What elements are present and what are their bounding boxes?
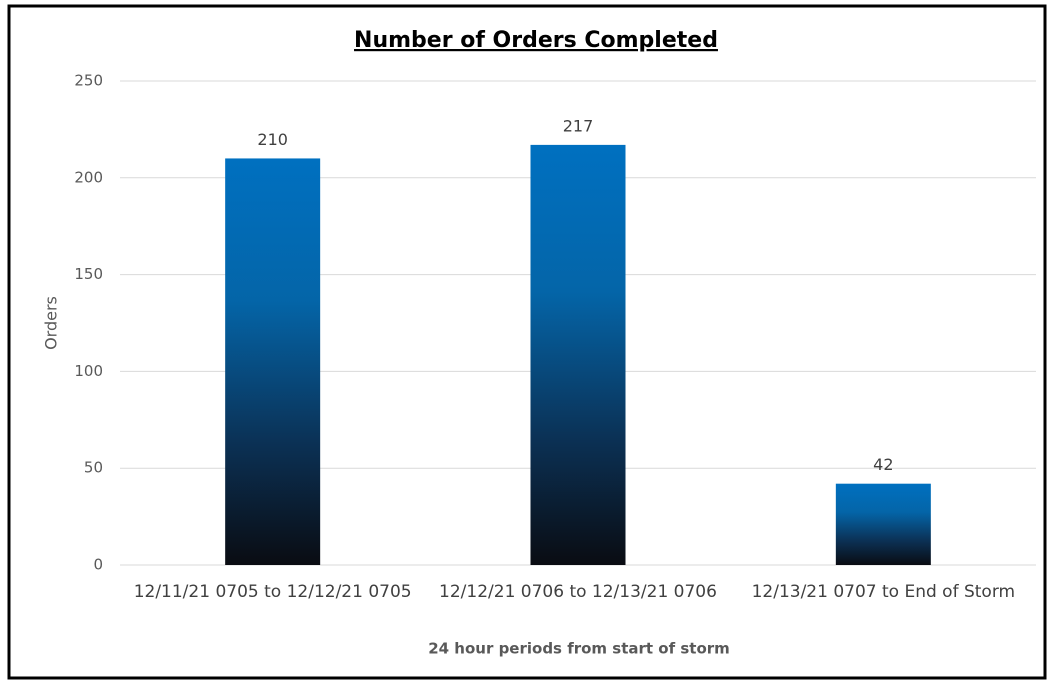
y-tick-label: 200 (74, 168, 103, 186)
y-tick-label: 50 (84, 459, 103, 477)
bar (225, 158, 321, 565)
y-tick-label: 100 (74, 362, 103, 380)
x-axis-label: 24 hour periods from start of storm (428, 640, 730, 658)
data-label: 210 (257, 130, 288, 149)
data-label: 42 (873, 455, 893, 474)
y-tick-label: 150 (74, 265, 103, 283)
frame (7, 4, 1047, 680)
y-tick-label: 250 (74, 72, 103, 90)
y-tick-label: 0 (93, 556, 103, 574)
data-label: 217 (563, 116, 594, 135)
x-tick-label: 12/11/21 0705 to 12/12/21 0705 (133, 582, 412, 602)
bar (530, 144, 626, 565)
x-tick-label: 12/12/21 0706 to 12/13/21 0706 (439, 582, 717, 602)
x-tick-label: 12/13/21 0707 to End of Storm (751, 582, 1016, 602)
bar (835, 483, 931, 565)
y-axis-label: Orders (42, 296, 61, 350)
chart-title: Number of Orders Completed (354, 28, 718, 53)
